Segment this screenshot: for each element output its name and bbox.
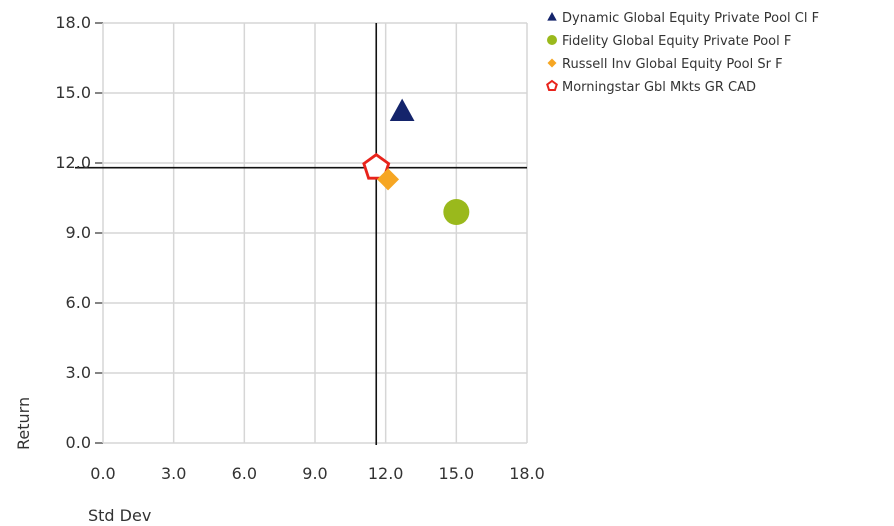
y-tick-label: 6.0 [66,293,91,312]
legend: Dynamic Global Equity Private Pool Cl F F… [546,11,819,95]
circle-icon [547,35,557,45]
legend-label: Fidelity Global Equity Private Pool F [562,34,791,49]
diamond-icon [547,58,557,68]
grid [95,22,528,444]
x-tick-label: 3.0 [161,464,186,483]
triangle-icon [547,12,557,21]
data-points [362,98,470,225]
y-axis-title: Return [14,397,33,450]
legend-label: Russell Inv Global Equity Pool Sr F [562,57,783,72]
pentagon-outline-icon [546,79,558,92]
x-axis-title: Std Dev [88,506,151,525]
reference-lines [75,23,527,445]
y-tick-label: 18.0 [55,13,91,32]
y-tick-label: 12.0 [55,153,91,172]
x-tick-label: 15.0 [439,464,475,483]
x-tick-label: 0.0 [90,464,115,483]
point-triangle [389,98,415,122]
y-tick-label: 0.0 [66,433,91,452]
y-tick-label: 9.0 [66,223,91,242]
x-tick-label: 6.0 [232,464,257,483]
legend-label: Morningstar Gbl Mkts GR CAD [562,80,756,95]
legend-label: Dynamic Global Equity Private Pool Cl F [562,11,819,26]
y-tick-label: 15.0 [55,83,91,102]
x-tick-label: 18.0 [509,464,545,483]
point-circle [443,199,470,225]
point-pentagon-outline [362,152,391,180]
x-tick-label: 12.0 [368,464,404,483]
x-tick-label: 9.0 [302,464,327,483]
point-diamond [377,168,400,191]
tick-labels: 0.0 3.0 6.0 9.0 12.0 15.0 18.0 0.0 3.0 6.0 9.0 12.0… [55,13,544,483]
y-tick-label: 3.0 [66,363,91,382]
